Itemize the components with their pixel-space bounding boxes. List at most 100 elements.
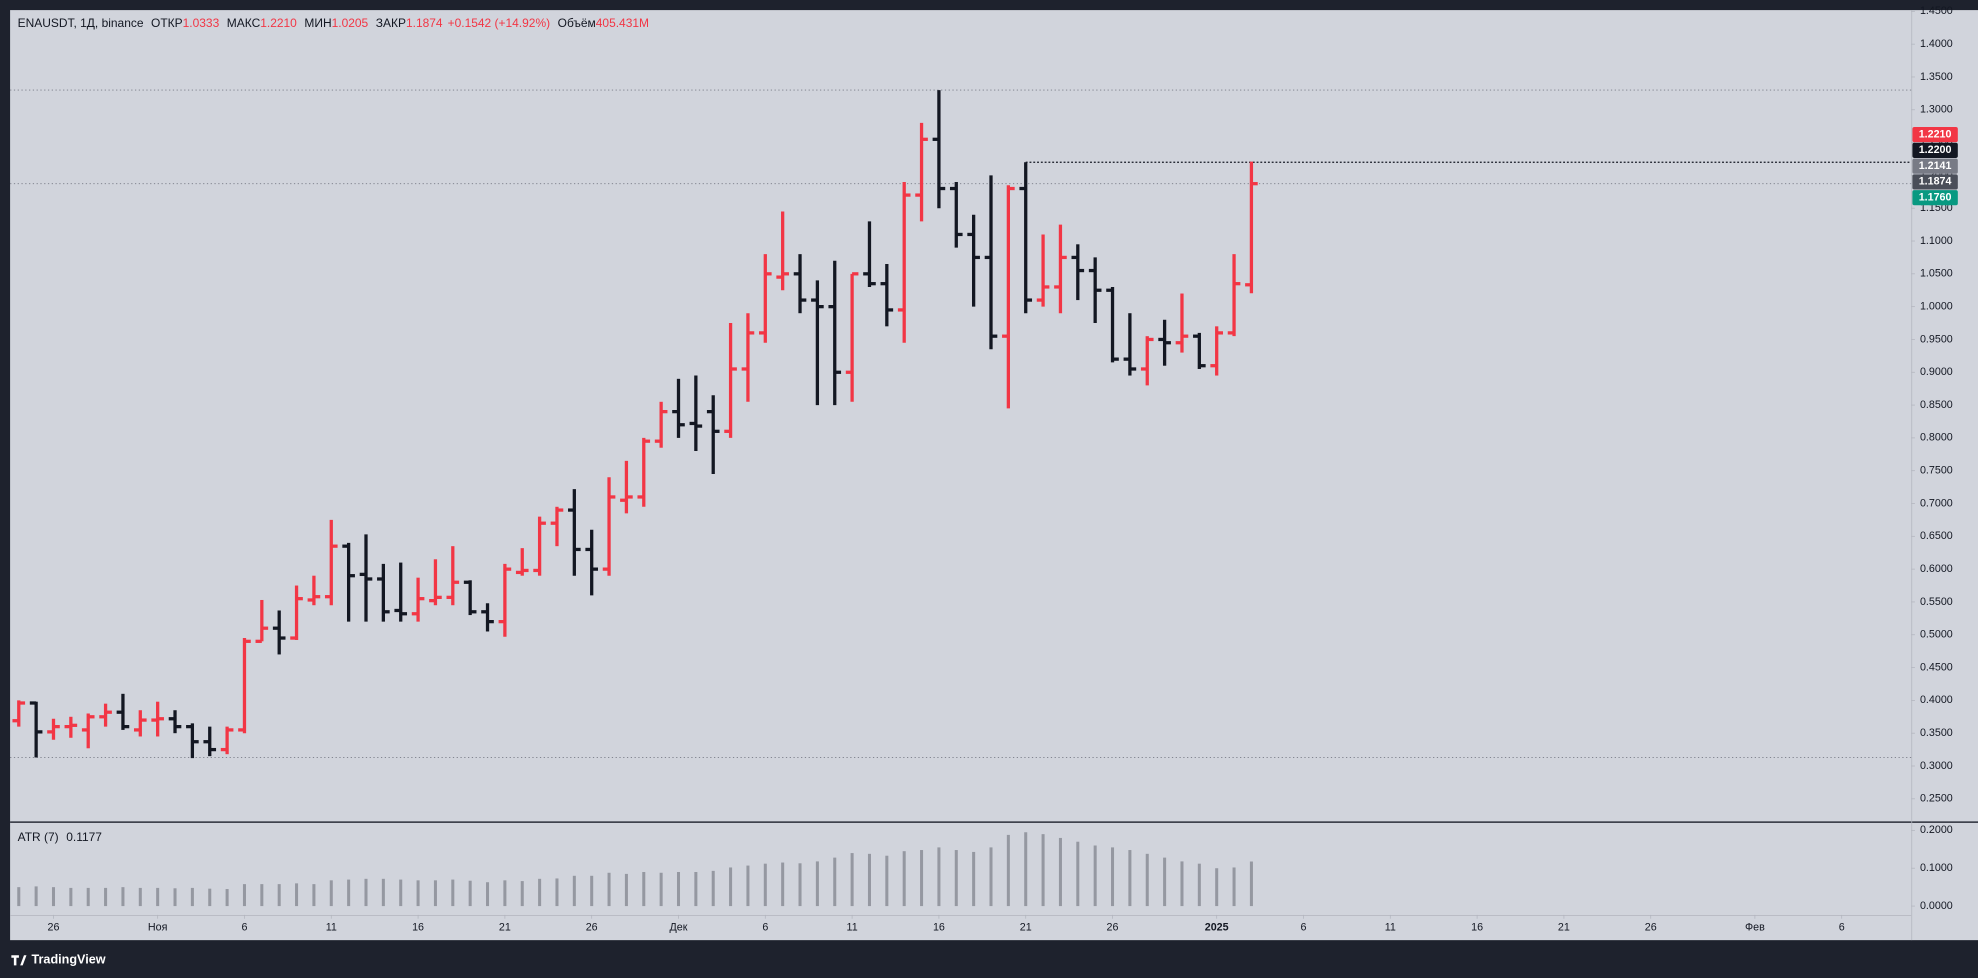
- atr-bar: [381, 878, 385, 907]
- symbol: ENAUSDT, 1Д, binance: [18, 16, 144, 30]
- price-label-box: [1912, 127, 1958, 143]
- y-tick-label: 0.4500: [1920, 661, 1953, 673]
- y-tick-label: 0.5000: [1920, 629, 1953, 641]
- y-tick-label: 0.6000: [1920, 563, 1953, 575]
- ohlc-bar: [1245, 161, 1258, 294]
- atr-bar: [937, 847, 941, 907]
- x-tick-label: 26: [1645, 921, 1657, 933]
- atr-bar: [1180, 861, 1184, 907]
- ohlc-bar: [307, 575, 321, 606]
- x-tick-label: Дек: [670, 921, 688, 933]
- ohlc-bar: [1193, 332, 1206, 369]
- atr-bar: [746, 865, 750, 907]
- volume-label: Объём: [558, 16, 596, 30]
- atr-bar: [1232, 867, 1236, 907]
- ohlc-bar: [463, 580, 477, 616]
- y-tick-label: 0.4000: [1920, 694, 1953, 706]
- ohlc-bar: [272, 610, 286, 655]
- x-tick-label: 11: [326, 921, 337, 933]
- field-value: 1.0333: [183, 16, 220, 30]
- atr-bar: [1093, 845, 1097, 907]
- x-tick-label: Фев: [1745, 921, 1765, 933]
- y-tick-label: 0.3000: [1920, 760, 1953, 772]
- ohlc-bar: [255, 599, 269, 643]
- atr-bar: [711, 870, 715, 907]
- y-tick-label: 0.0000: [1920, 900, 1953, 912]
- ohlc-bar: [915, 122, 928, 222]
- atr-bar: [763, 863, 767, 907]
- atr-bar: [659, 872, 663, 907]
- ohlc-bar: [602, 477, 616, 576]
- y-tick-label: 1.3000: [1920, 104, 1953, 116]
- price-label-box: [1912, 174, 1958, 190]
- price-label: 1.2141: [1919, 160, 1952, 172]
- ohlc-bar: [706, 395, 720, 474]
- atr-bar: [208, 888, 212, 907]
- y-tick-label: 0.5500: [1920, 596, 1953, 608]
- x-tick-label: 2025: [1205, 921, 1229, 933]
- atr-bar: [242, 884, 246, 907]
- ohlc-bar: [793, 254, 807, 314]
- ohlc-bar: [1158, 319, 1171, 366]
- field-label: МИН: [304, 16, 331, 30]
- ohlc-bar: [446, 546, 460, 606]
- ohlc-bar: [47, 718, 60, 740]
- atr-bar: [468, 880, 472, 907]
- atr-bar: [399, 879, 403, 907]
- ohlc-bar: [1002, 185, 1015, 409]
- ohlc-bar: [220, 726, 234, 755]
- x-tick-label: 26: [1107, 921, 1119, 933]
- field-label: МАКС: [227, 16, 261, 30]
- y-tick-label: 0.2000: [1920, 824, 1953, 836]
- indicator-value: 0.1177: [66, 830, 102, 844]
- y-tick-label: 0.9500: [1920, 333, 1953, 345]
- atr-bar: [34, 886, 38, 907]
- ohlc-bar: [498, 563, 512, 637]
- atr-bar: [694, 872, 698, 907]
- atr-bar: [138, 887, 142, 907]
- y-tick-label: 1.0500: [1920, 268, 1953, 280]
- ohlc-bar: [1227, 254, 1241, 337]
- ohlc-bar: [238, 638, 251, 734]
- price-label-box: [1912, 190, 1958, 206]
- ohlc-bar: [724, 323, 737, 438]
- ohlc-bar: [1140, 336, 1154, 386]
- atr-bar: [555, 878, 559, 907]
- atr-bar: [260, 884, 264, 907]
- ohlc-bar: [29, 701, 43, 758]
- atr-bar: [954, 850, 958, 907]
- atr-bar: [590, 875, 594, 907]
- atr-bar: [451, 879, 455, 907]
- atr-bar: [1145, 853, 1149, 907]
- atr-bar: [416, 880, 420, 907]
- atr-bar: [902, 851, 906, 907]
- indicator-legend: ATR (7) 0.1177: [18, 830, 103, 844]
- ohlc-bar: [828, 260, 842, 406]
- brand-name: TradingView: [32, 953, 106, 967]
- atr-bar: [1163, 857, 1167, 907]
- atr-bar: [503, 880, 507, 907]
- chart-area: [10, 10, 1978, 941]
- logo-mark: [11, 955, 27, 966]
- x-tick-label: 16: [933, 921, 945, 933]
- atr-bar: [1249, 861, 1253, 907]
- atr-bar: [989, 847, 993, 907]
- x-tick-label: 11: [847, 921, 858, 933]
- ohlc-bar: [880, 263, 894, 327]
- atr-bar: [486, 882, 490, 907]
- x-tick-label: Ноя: [148, 921, 168, 933]
- atr-bar: [833, 857, 837, 907]
- x-tick-label: 6: [762, 921, 768, 933]
- ohlc-bar: [932, 90, 946, 209]
- ohlc-bar: [1106, 286, 1119, 363]
- ohlc-bar: [863, 221, 876, 287]
- brand-logo[interactable]: TradingView: [11, 953, 106, 967]
- field-value: 1.0205: [332, 16, 369, 30]
- atr-bar: [676, 872, 681, 907]
- price-label: 1.2200: [1919, 144, 1952, 156]
- ohlc-bar: [429, 559, 442, 606]
- atr-bar: [624, 873, 628, 907]
- atr-bar: [347, 879, 351, 907]
- ohlc-bar: [654, 401, 668, 448]
